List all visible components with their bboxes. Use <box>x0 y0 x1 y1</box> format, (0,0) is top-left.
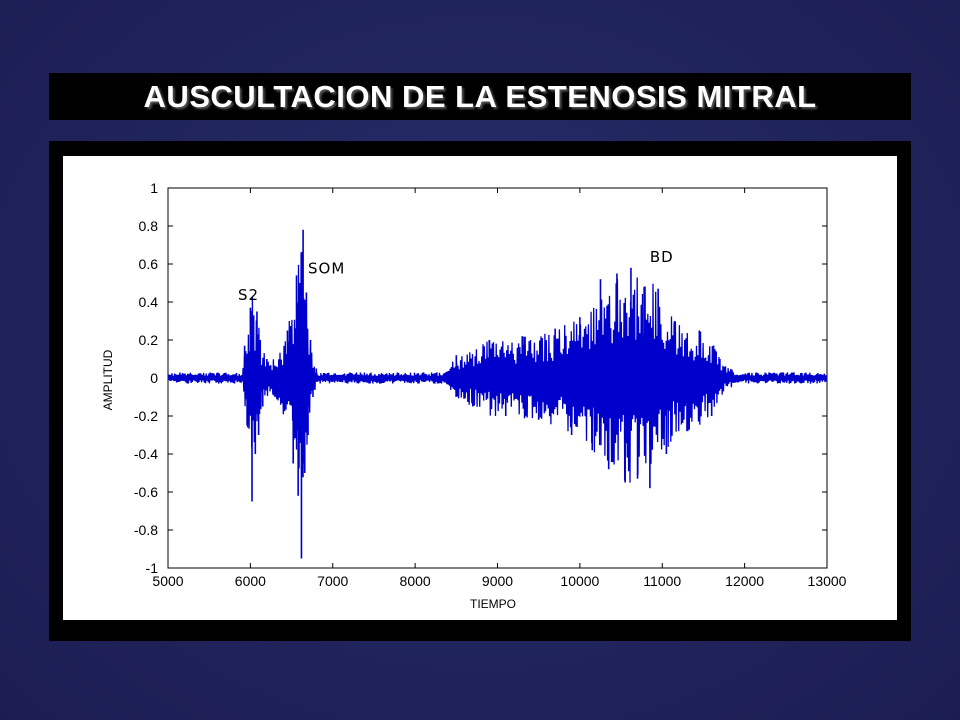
y-tick-label: -1 <box>146 560 159 576</box>
annotations: S2 SOM BD <box>238 248 674 304</box>
y-tick-label: -0.8 <box>134 522 158 538</box>
annotation-label: SOM <box>308 260 345 278</box>
x-tick-label: 10000 <box>560 573 599 589</box>
axis-ticks: 5000 6000 7000 8000 9000 10000 11000 12000 13000… <box>134 180 847 589</box>
title-bar: AUSCULTACION DE LA ESTENOSIS MITRAL <box>49 73 911 120</box>
y-tick-label: 0 <box>150 370 158 386</box>
x-tick-label: 13000 <box>808 573 847 589</box>
y-tick-label: 0.6 <box>139 256 159 272</box>
x-tick-label: 11000 <box>643 573 681 589</box>
signal-series <box>167 229 828 559</box>
y-tick-label: 0.4 <box>139 294 159 310</box>
x-tick-label: 9000 <box>482 573 513 589</box>
y-tick-label: 1 <box>150 180 158 196</box>
y-axis-label: AMPLITUD <box>101 349 115 410</box>
y-tick-label: 0.8 <box>139 218 159 234</box>
slide-title: AUSCULTACION DE LA ESTENOSIS MITRAL <box>143 78 817 114</box>
x-axis-label: TIEMPO <box>470 597 516 611</box>
x-tick-label: 5000 <box>152 573 183 589</box>
x-tick-label: 7000 <box>317 573 348 589</box>
signal-line <box>167 251 828 483</box>
annotation-label: BD <box>650 248 674 266</box>
x-tick-label: 6000 <box>235 573 266 589</box>
y-tick-label: -0.2 <box>134 408 158 424</box>
annotation-label: S2 <box>238 286 259 304</box>
x-tick-label: 12000 <box>725 573 764 589</box>
y-tick-label: 0.2 <box>139 332 159 348</box>
y-tick-label: -0.6 <box>134 484 158 500</box>
x-tick-label: 8000 <box>400 573 431 589</box>
y-tick-label: -0.4 <box>134 446 158 462</box>
